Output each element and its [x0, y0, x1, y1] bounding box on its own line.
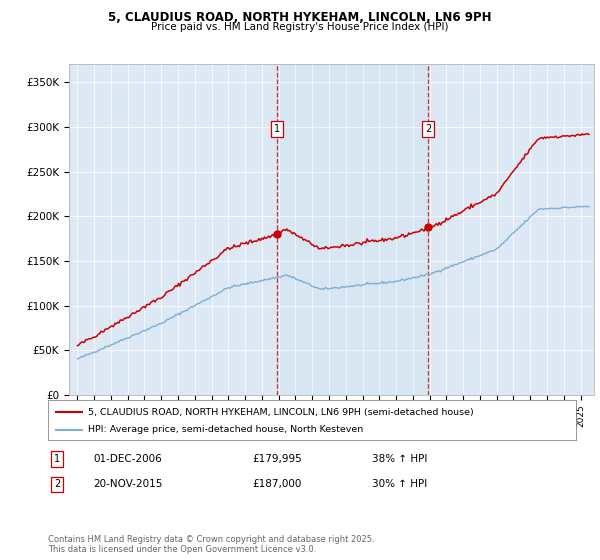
Text: 1: 1 [274, 124, 280, 134]
Text: 1: 1 [54, 454, 60, 464]
Text: £179,995: £179,995 [252, 454, 302, 464]
Text: 2: 2 [425, 124, 431, 134]
Text: Contains HM Land Registry data © Crown copyright and database right 2025.
This d: Contains HM Land Registry data © Crown c… [48, 535, 374, 554]
Text: 5, CLAUDIUS ROAD, NORTH HYKEHAM, LINCOLN, LN6 9PH (semi-detached house): 5, CLAUDIUS ROAD, NORTH HYKEHAM, LINCOLN… [88, 408, 473, 417]
Text: 5, CLAUDIUS ROAD, NORTH HYKEHAM, LINCOLN, LN6 9PH: 5, CLAUDIUS ROAD, NORTH HYKEHAM, LINCOLN… [108, 11, 492, 24]
Text: 38% ↑ HPI: 38% ↑ HPI [372, 454, 427, 464]
Text: HPI: Average price, semi-detached house, North Kesteven: HPI: Average price, semi-detached house,… [88, 425, 363, 435]
Text: 30% ↑ HPI: 30% ↑ HPI [372, 479, 427, 489]
Text: Price paid vs. HM Land Registry's House Price Index (HPI): Price paid vs. HM Land Registry's House … [151, 22, 449, 32]
Text: 2: 2 [54, 479, 60, 489]
Text: 20-NOV-2015: 20-NOV-2015 [93, 479, 163, 489]
Bar [277, 64, 428, 395]
Text: £187,000: £187,000 [252, 479, 301, 489]
Text: 01-DEC-2006: 01-DEC-2006 [93, 454, 162, 464]
